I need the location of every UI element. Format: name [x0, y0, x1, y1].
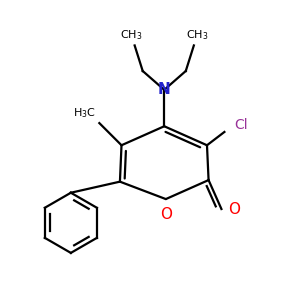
Text: CH$_3$: CH$_3$ [186, 28, 208, 42]
Text: H$_3$C: H$_3$C [73, 106, 96, 120]
Text: O: O [228, 202, 240, 217]
Text: CH$_3$: CH$_3$ [120, 28, 143, 42]
Text: Cl: Cl [234, 118, 247, 132]
Text: N: N [158, 82, 171, 97]
Text: O: O [160, 207, 172, 222]
